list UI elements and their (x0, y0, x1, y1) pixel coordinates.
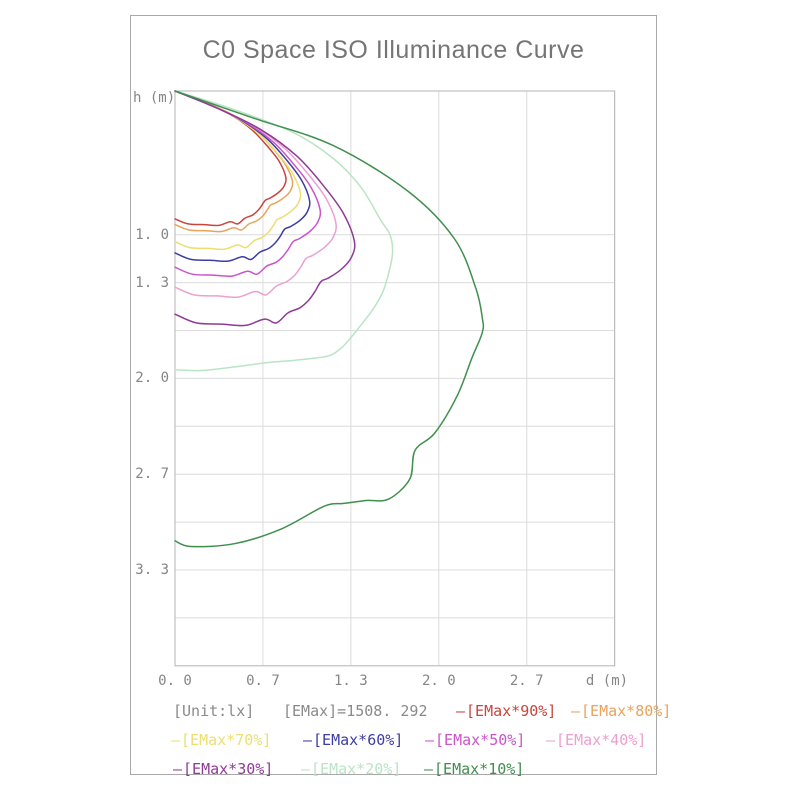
legend-unit-label: [Unit:lx] (173, 702, 255, 720)
x-tick-label: 2. 7 (509, 673, 544, 689)
legend-line-swatch: — (456, 702, 466, 720)
legend-item-label: [EMax*20%] (311, 760, 402, 778)
x-axis-unit-label: d (m) (585, 673, 629, 689)
iso-curve-90 (174, 90, 287, 227)
iso-curve-10 (174, 90, 485, 548)
legend-item-60: —[EMax*60%] (303, 731, 403, 749)
legend-line-swatch: — (425, 731, 435, 749)
legend-item-30: —[EMax*30%] (173, 760, 273, 778)
y-tick-label: 3. 3 (135, 561, 169, 578)
legend-item-70: —[EMax*70%] (171, 731, 271, 749)
legend-item-label: [EMax*30%] (183, 760, 274, 778)
legend-item-50: —[EMax*50%] (425, 731, 525, 749)
legend-item-10: —[EMax*10%] (424, 760, 524, 778)
legend-item-90: —[EMax*90%] (456, 702, 556, 720)
legend-item-label: [EMax*80%] (581, 702, 672, 720)
legend-item-label: [EMax*90%] (466, 702, 557, 720)
iso-curve-60 (174, 90, 311, 263)
legend-item-80: —[EMax*80%] (571, 702, 671, 720)
legend-line-swatch: — (301, 760, 311, 778)
page-frame: C0 Space ISO Illuminance Curve h (m) d (… (130, 15, 671, 778)
legend-line-swatch: — (173, 760, 183, 778)
y-tick-label: 1. 0 (135, 226, 169, 243)
x-tick-label: 2. 0 (421, 673, 456, 689)
legend-line-swatch: — (424, 760, 434, 778)
y-tick-label: 2. 0 (135, 370, 169, 387)
legend-item-20: —[EMax*20%] (301, 760, 401, 778)
x-tick-label: 0. 7 (246, 673, 280, 689)
legend-item-label: [EMax*60%] (313, 731, 404, 749)
y-tick-label: 1. 3 (135, 274, 169, 291)
y-tick-label: 2. 7 (135, 466, 169, 483)
legend-item-label: [EMax*40%] (556, 731, 647, 749)
legend-item-40: —[EMax*40%] (546, 731, 646, 749)
x-tick-label: 1. 3 (334, 673, 368, 689)
plot-border (174, 90, 616, 667)
legend-item-label: [EMax*70%] (181, 731, 272, 749)
iso-illuminance-plot (174, 90, 616, 667)
x-tick-label: 0. 0 (158, 673, 192, 689)
legend-line-swatch: — (171, 731, 181, 749)
y-axis-unit-label: h (m) (133, 90, 176, 106)
legend-line-swatch: — (571, 702, 581, 720)
iso-curve-80 (174, 90, 294, 233)
legend-item-label: [EMax*50%] (435, 731, 526, 749)
iso-curve-40 (174, 90, 337, 299)
legend-line-swatch: — (546, 731, 556, 749)
legend-emax-label: [EMax]=1508. 292 (283, 702, 428, 720)
iso-curve-70 (174, 90, 302, 251)
iso-curve-20 (174, 90, 394, 372)
legend-line-swatch: — (303, 731, 313, 749)
iso-curve-30 (174, 90, 356, 327)
iso-curve-50 (174, 90, 322, 277)
legend-item-label: [EMax*10%] (434, 760, 525, 778)
chart-title: C0 Space ISO Illuminance Curve (202, 36, 585, 64)
